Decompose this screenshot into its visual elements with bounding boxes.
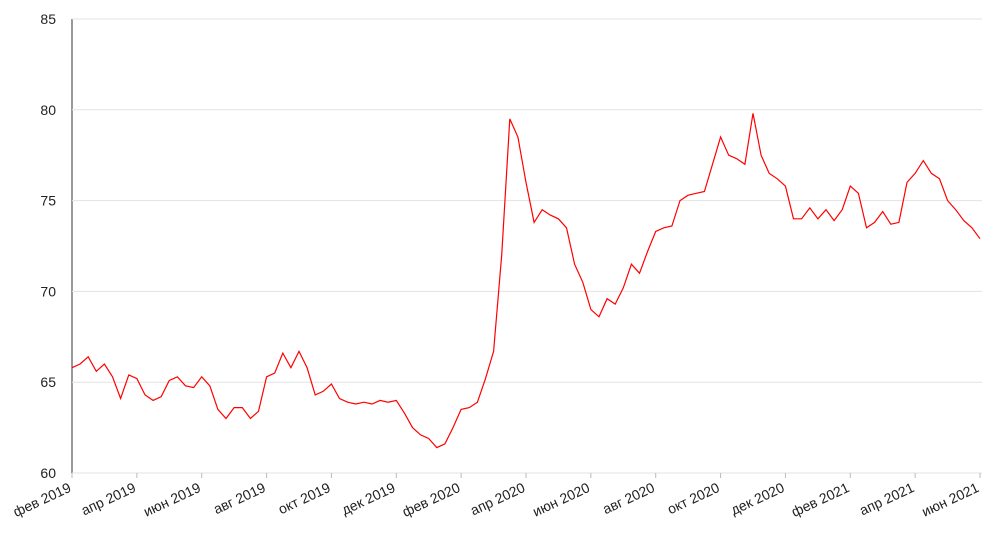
x-tick-label: апр 2020 xyxy=(468,479,528,518)
x-tick-label: фев 2020 xyxy=(400,479,463,520)
x-tick-label: окт 2020 xyxy=(665,479,722,517)
x-tick-label: фев 2021 xyxy=(789,479,852,520)
y-tick-label: 85 xyxy=(40,11,56,27)
x-tick-label: апр 2021 xyxy=(857,479,917,518)
y-tick-label: 80 xyxy=(40,102,56,118)
x-tick-label: апр 2019 xyxy=(79,479,139,518)
y-tick-label: 75 xyxy=(40,193,56,209)
y-tick-label: 70 xyxy=(40,283,56,299)
x-tick-label: июн 2021 xyxy=(919,479,981,519)
x-tick-label: окт 2019 xyxy=(276,479,333,517)
x-tick-label: июн 2019 xyxy=(141,479,203,519)
x-tick-label: дек 2019 xyxy=(339,479,398,518)
x-tick-label: фев 2019 xyxy=(11,479,74,520)
x-tick-label: июн 2020 xyxy=(530,479,592,519)
y-tick-label: 65 xyxy=(40,374,56,390)
y-tick-label: 60 xyxy=(40,465,56,481)
line xyxy=(71,113,981,449)
x-tick-label: авг 2019 xyxy=(211,479,268,517)
x-tick-label: авг 2020 xyxy=(600,479,657,517)
x-tick-label: дек 2020 xyxy=(728,479,787,518)
